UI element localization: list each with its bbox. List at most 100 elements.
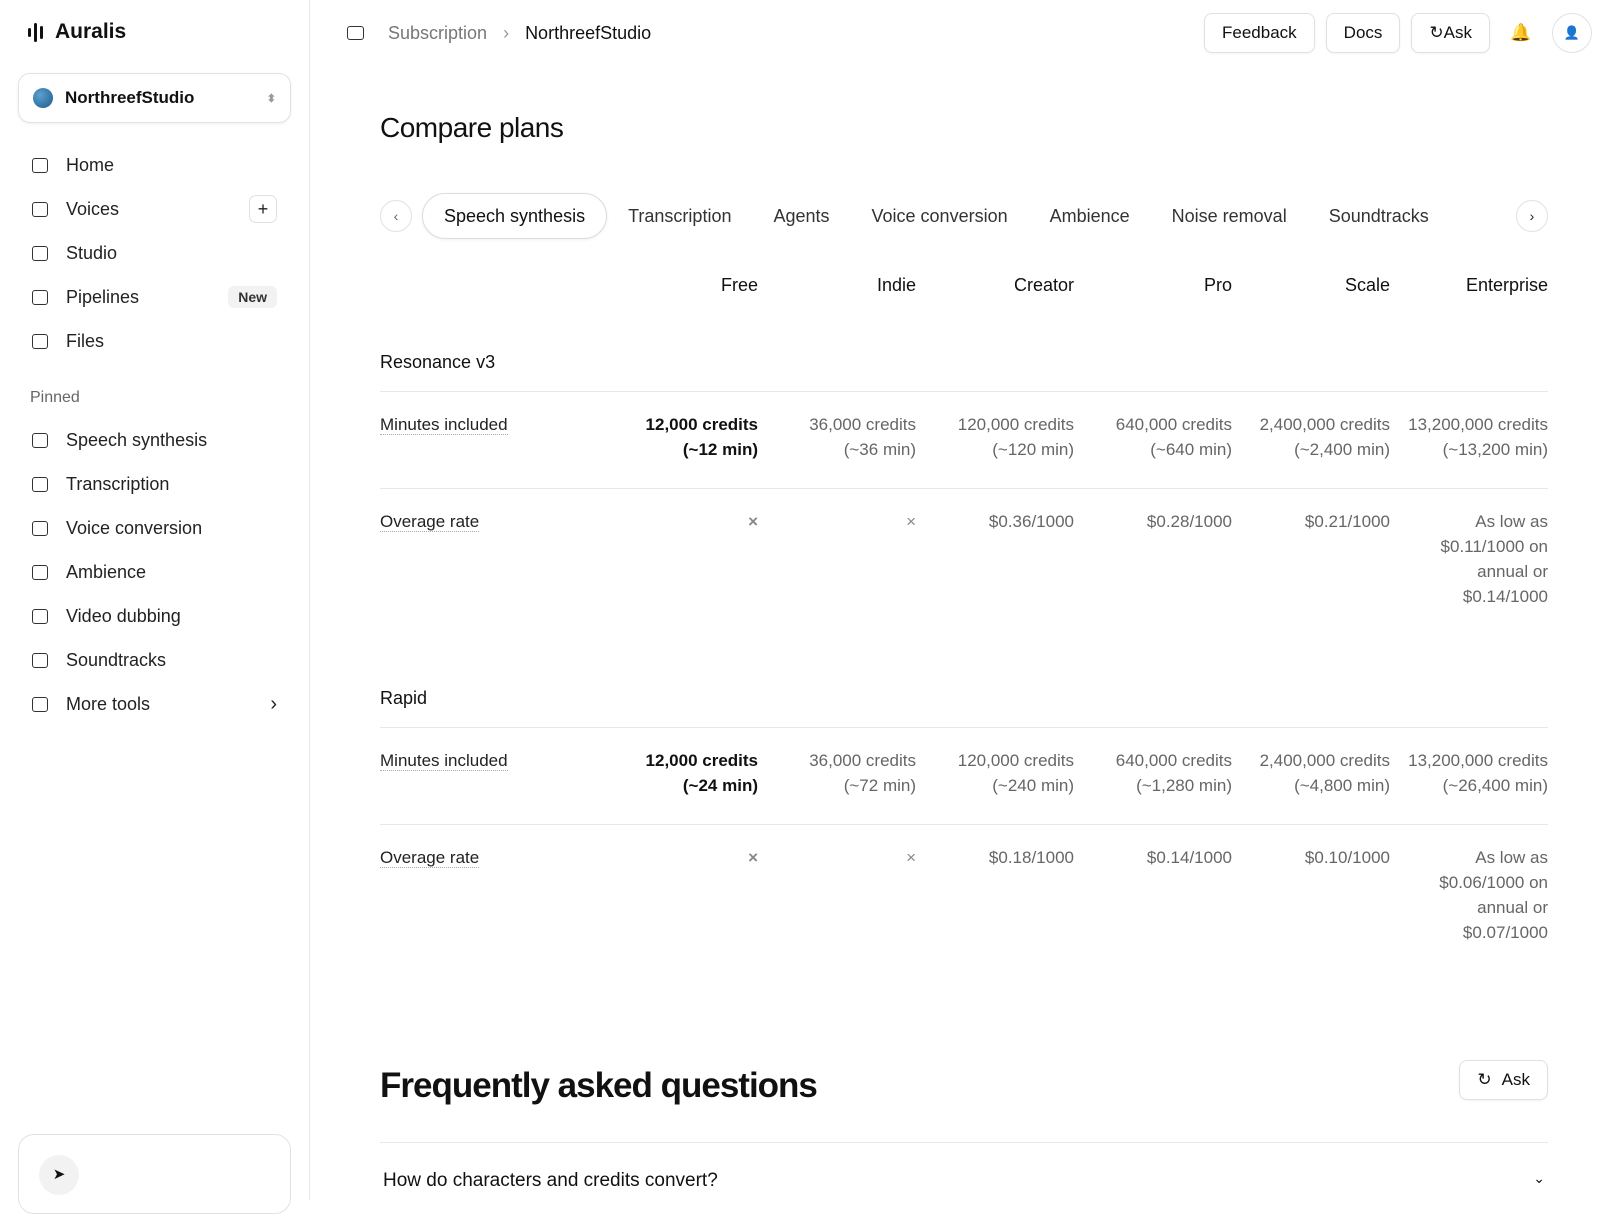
cell-text: $0.18/1000 xyxy=(988,848,1074,867)
scroll-left[interactable]: ‹ xyxy=(380,200,412,232)
cell: $0.28/1000 xyxy=(1074,509,1232,609)
cell: 120,000 credits (~120 min) xyxy=(916,412,1074,462)
tab[interactable]: Voice conversion xyxy=(871,205,1008,226)
tabs: ‹ Speech synthesis Transcription Agents Voic… xyxy=(380,193,1548,239)
label: Overage rate xyxy=(380,848,480,868)
nav-item[interactable]: Ambience xyxy=(18,550,291,594)
cell: × xyxy=(600,845,758,945)
nav-item[interactable]: Speech synthesis xyxy=(18,418,291,462)
nav-item[interactable]: Voices + xyxy=(18,187,291,231)
nav-item[interactable]: Files xyxy=(18,319,291,363)
cell: 12,000 credits (~24 min) xyxy=(600,748,758,798)
nav-item[interactable]: Home xyxy=(18,143,291,187)
sidebar-toggle[interactable] xyxy=(347,26,364,40)
tab[interactable]: Speech synthesis xyxy=(422,193,608,239)
cell: $0.10/1000 xyxy=(1232,845,1390,945)
nav-label: Voices xyxy=(66,198,120,219)
button-label: Ask xyxy=(1501,1070,1530,1089)
cell: As low as $0.06/1000 on annual or $0.07/… xyxy=(1390,845,1548,945)
cell: 2,400,000 credits (~2,400 min) xyxy=(1232,412,1390,462)
nav-item[interactable]: Studio xyxy=(18,231,291,275)
tab[interactable]: Soundtracks xyxy=(1328,205,1429,226)
icon xyxy=(32,245,48,261)
cell: 13,200,000 credits (~13,200 min) xyxy=(1390,412,1548,462)
add-button[interactable]: + xyxy=(249,195,277,223)
sidebar: Auralis NorthreefStudio ⬍ Home Voices + Stud… xyxy=(0,0,310,1214)
logo xyxy=(28,22,43,42)
icon xyxy=(32,289,48,305)
crumb: NorthreefStudio xyxy=(525,22,652,43)
tab[interactable]: Agents xyxy=(773,205,830,226)
cell-line: 36,000 credits xyxy=(809,415,916,434)
tab[interactable]: Ambience xyxy=(1049,205,1130,226)
brand: Auralis xyxy=(28,20,126,44)
main: Subscription › NorthreefStudio Feedback Doc… xyxy=(311,0,1600,1200)
not-included: × xyxy=(906,848,916,867)
cell-line: 13,200,000 credits xyxy=(1408,415,1548,434)
button[interactable]: Docs xyxy=(1325,13,1401,53)
cell-line: (~13,200 min) xyxy=(1442,440,1548,459)
nav-item[interactable]: Pipelines New xyxy=(18,275,291,319)
cell-line: 13,200,000 credits xyxy=(1408,751,1548,770)
cell: 36,000 credits (~36 min) xyxy=(758,412,916,462)
button[interactable]: ↻ Ask xyxy=(1411,13,1490,53)
send-button[interactable]: ➤ xyxy=(39,1155,79,1195)
nav-label: Ambience xyxy=(66,561,147,582)
account[interactable]: 👤 xyxy=(1552,13,1592,53)
table-row: Minutes included 12,000 credits (~12 min) 3… xyxy=(380,392,1548,489)
nav-label: Soundtracks xyxy=(66,649,167,670)
cell-line: (~26,400 min) xyxy=(1442,776,1548,795)
cell-text: $0.28/1000 xyxy=(1146,512,1232,531)
cell-line: (~12 min) xyxy=(682,440,758,459)
table-row: Overage rate × × $0.18/1000 $0.14/1000 $0.10/… xyxy=(380,825,1548,971)
icon xyxy=(32,476,48,492)
cell: 640,000 credits (~640 min) xyxy=(1074,412,1232,462)
button[interactable]: Feedback xyxy=(1204,13,1315,53)
cell-text: $0.14/1000 xyxy=(1146,848,1232,867)
nav-label: More tools xyxy=(66,693,151,714)
icon xyxy=(32,333,48,349)
cell: $0.14/1000 xyxy=(1074,845,1232,945)
nav-item[interactable]: Video dubbing xyxy=(18,594,291,638)
cell-line: (~36 min) xyxy=(843,440,916,459)
cell-line: (~240 min) xyxy=(992,776,1074,795)
cell-line: 640,000 credits xyxy=(1115,415,1232,434)
nav-item[interactable]: Transcription xyxy=(18,462,291,506)
cell: × xyxy=(758,845,916,945)
plan-header: Free Indie Creator Pro Scale Enterprise xyxy=(380,270,1548,300)
icon: ↻ xyxy=(1429,23,1444,42)
scroll-right[interactable]: › xyxy=(1516,200,1548,232)
faq-ask-button[interactable]: ↻ Ask xyxy=(1459,1060,1548,1100)
cell: × xyxy=(600,509,758,609)
cell: 12,000 credits (~12 min) xyxy=(600,412,758,462)
section-title: Rapid xyxy=(380,683,1548,728)
plan-name: Enterprise xyxy=(1465,275,1548,295)
faq-question[interactable]: How do characters and credits convert? ⌄ xyxy=(380,1142,1548,1219)
nav-item[interactable]: Voice conversion xyxy=(18,506,291,550)
brand-name: Auralis xyxy=(55,20,127,43)
nav-label: Video dubbing xyxy=(66,605,181,626)
cell: × xyxy=(758,509,916,609)
nav-item[interactable]: More tools › xyxy=(18,682,291,726)
row-label: Overage rate xyxy=(380,509,600,609)
crumb[interactable]: Subscription xyxy=(388,22,488,43)
cell-line: 12,000 credits xyxy=(645,751,758,770)
badge: New xyxy=(228,286,277,308)
cell-line: 2,400,000 credits xyxy=(1259,415,1390,434)
header-actions: Feedback Docs ↻ Ask 🔔 👤 xyxy=(1204,13,1600,53)
cell: 120,000 credits (~240 min) xyxy=(916,748,1074,798)
cell-line: 120,000 credits xyxy=(957,751,1074,770)
tab[interactable]: Noise removal xyxy=(1171,205,1287,226)
cell-line: (~120 min) xyxy=(992,440,1074,459)
cell: $0.18/1000 xyxy=(916,845,1074,945)
nav-item[interactable]: Soundtracks xyxy=(18,638,291,682)
workspace-switcher[interactable]: NorthreefStudio ⬍ xyxy=(18,73,291,123)
icon: ↻ xyxy=(1477,1070,1492,1089)
notifications[interactable]: 🔔 xyxy=(1510,23,1532,42)
nav-label: Pipelines xyxy=(66,286,140,307)
tab[interactable]: Transcription xyxy=(628,205,732,226)
nav-label: Home xyxy=(66,154,115,175)
label: Minutes included xyxy=(380,415,508,435)
